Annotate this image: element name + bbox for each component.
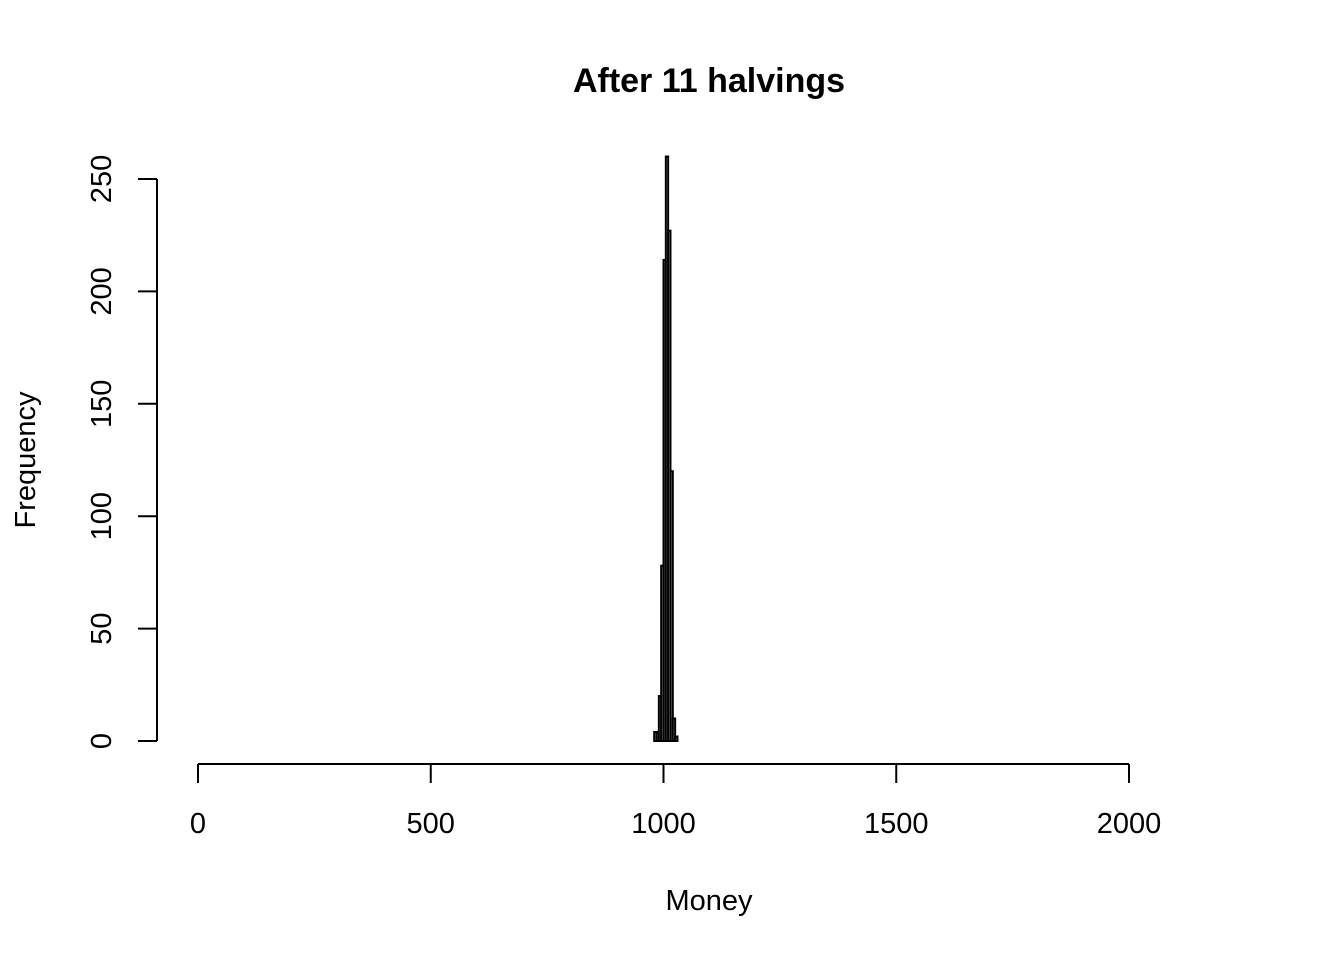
y-tick-label: 250 <box>86 155 118 203</box>
x-axis: 0 500 1000 1500 2000 <box>190 763 1162 840</box>
histogram-bar <box>671 717 677 743</box>
x-tick-label: 1000 <box>631 808 696 840</box>
y-tick-label: 200 <box>86 267 118 315</box>
x-tick-label: 1500 <box>864 808 929 840</box>
y-tick-label: 0 <box>86 733 118 749</box>
bars-group <box>653 155 679 743</box>
x-tick-label: 2000 <box>1097 808 1162 840</box>
y-tick-label: 150 <box>86 380 118 428</box>
y-tick-label: 100 <box>86 492 118 540</box>
y-tick-label: 50 <box>86 612 118 644</box>
x-axis-title: Money <box>665 885 753 917</box>
x-tick-label: 500 <box>407 808 455 840</box>
y-axis: 0 50 100 150 200 250 <box>86 155 158 749</box>
chart-title: After 11 halvings <box>573 62 845 100</box>
histogram-bar <box>674 735 679 743</box>
histogram-bar <box>669 470 674 742</box>
y-axis-title: Frequency <box>10 391 42 529</box>
x-tick-label: 0 <box>190 808 206 840</box>
